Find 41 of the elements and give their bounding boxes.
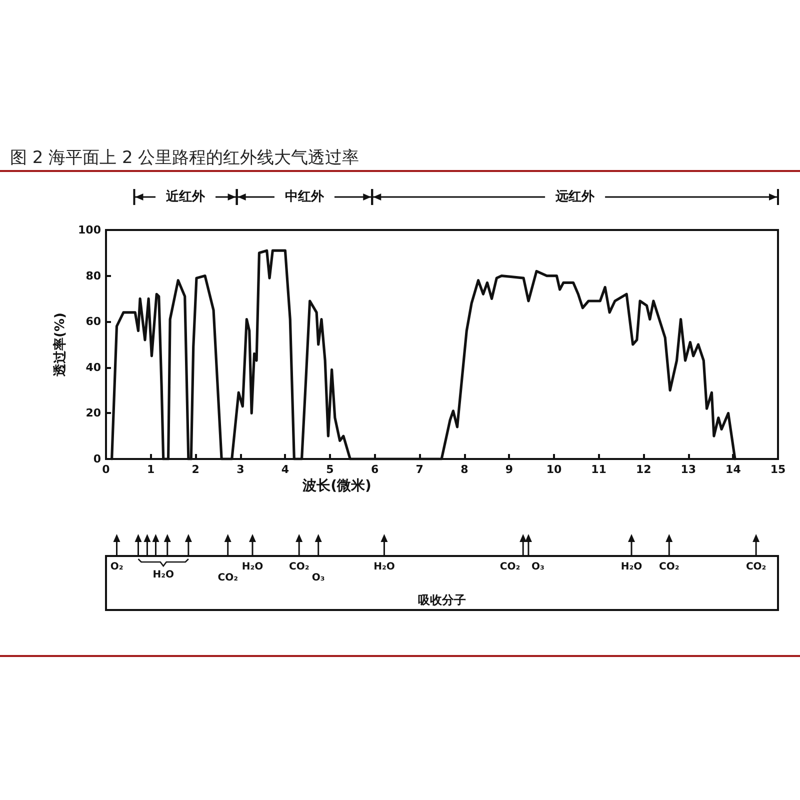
x-tick-label: 15 [770, 463, 786, 476]
text: 近红外 [161, 188, 210, 204]
x-tick-label: 0 [102, 463, 110, 476]
x-tick-label: 13 [680, 463, 696, 476]
x-tick-label: 4 [281, 463, 290, 476]
text: O₃ [531, 562, 544, 572]
x-tick-label: 10 [546, 463, 562, 476]
text: O₂ [110, 562, 124, 572]
text: O₃ [312, 572, 325, 584]
y-tick-label: 60 [86, 315, 102, 328]
text: 中红外 [280, 190, 328, 204]
text: CO₂ [218, 572, 238, 584]
x-tick-label: 12 [636, 463, 652, 476]
x-tick-label: 14 [726, 463, 742, 476]
text: CO₂ [500, 562, 520, 572]
y-tick-label: 40 [86, 360, 102, 374]
text: H₂O [242, 562, 264, 572]
text: 远红外 [551, 190, 600, 204]
chart-title: 图 2 海平面上 2 公里路程的红外线大气透过率 [10, 147, 360, 169]
text: CO₂ [659, 562, 680, 572]
x-tick-label: 9 [505, 463, 514, 476]
x-tick-label: 7 [416, 463, 424, 476]
x-tick-label: 1 [146, 463, 155, 476]
x-tick-label: 3 [236, 463, 244, 476]
x-tick-label: 11 [591, 463, 606, 476]
text: CO₂ [746, 562, 766, 572]
text: H₂O [152, 570, 174, 580]
text: H₂O [374, 562, 395, 572]
y-axis-title: 透过率(%) [52, 312, 68, 378]
text: CO₂ [288, 562, 310, 572]
x-tick-label: 5 [326, 463, 334, 476]
text: 吸收分子 [418, 593, 466, 607]
y-tick-label: 20 [86, 406, 102, 420]
x-tick-label: 8 [460, 463, 468, 476]
text: H₂O [620, 562, 642, 572]
y-tick-label: 100 [78, 224, 102, 236]
y-tick-label: 80 [86, 269, 102, 282]
y-tick-label: 0 [93, 452, 102, 466]
x-axis-title: 波长(微米) [302, 478, 372, 494]
x-tick-label: 6 [370, 463, 379, 476]
x-tick-label: 2 [192, 463, 200, 476]
